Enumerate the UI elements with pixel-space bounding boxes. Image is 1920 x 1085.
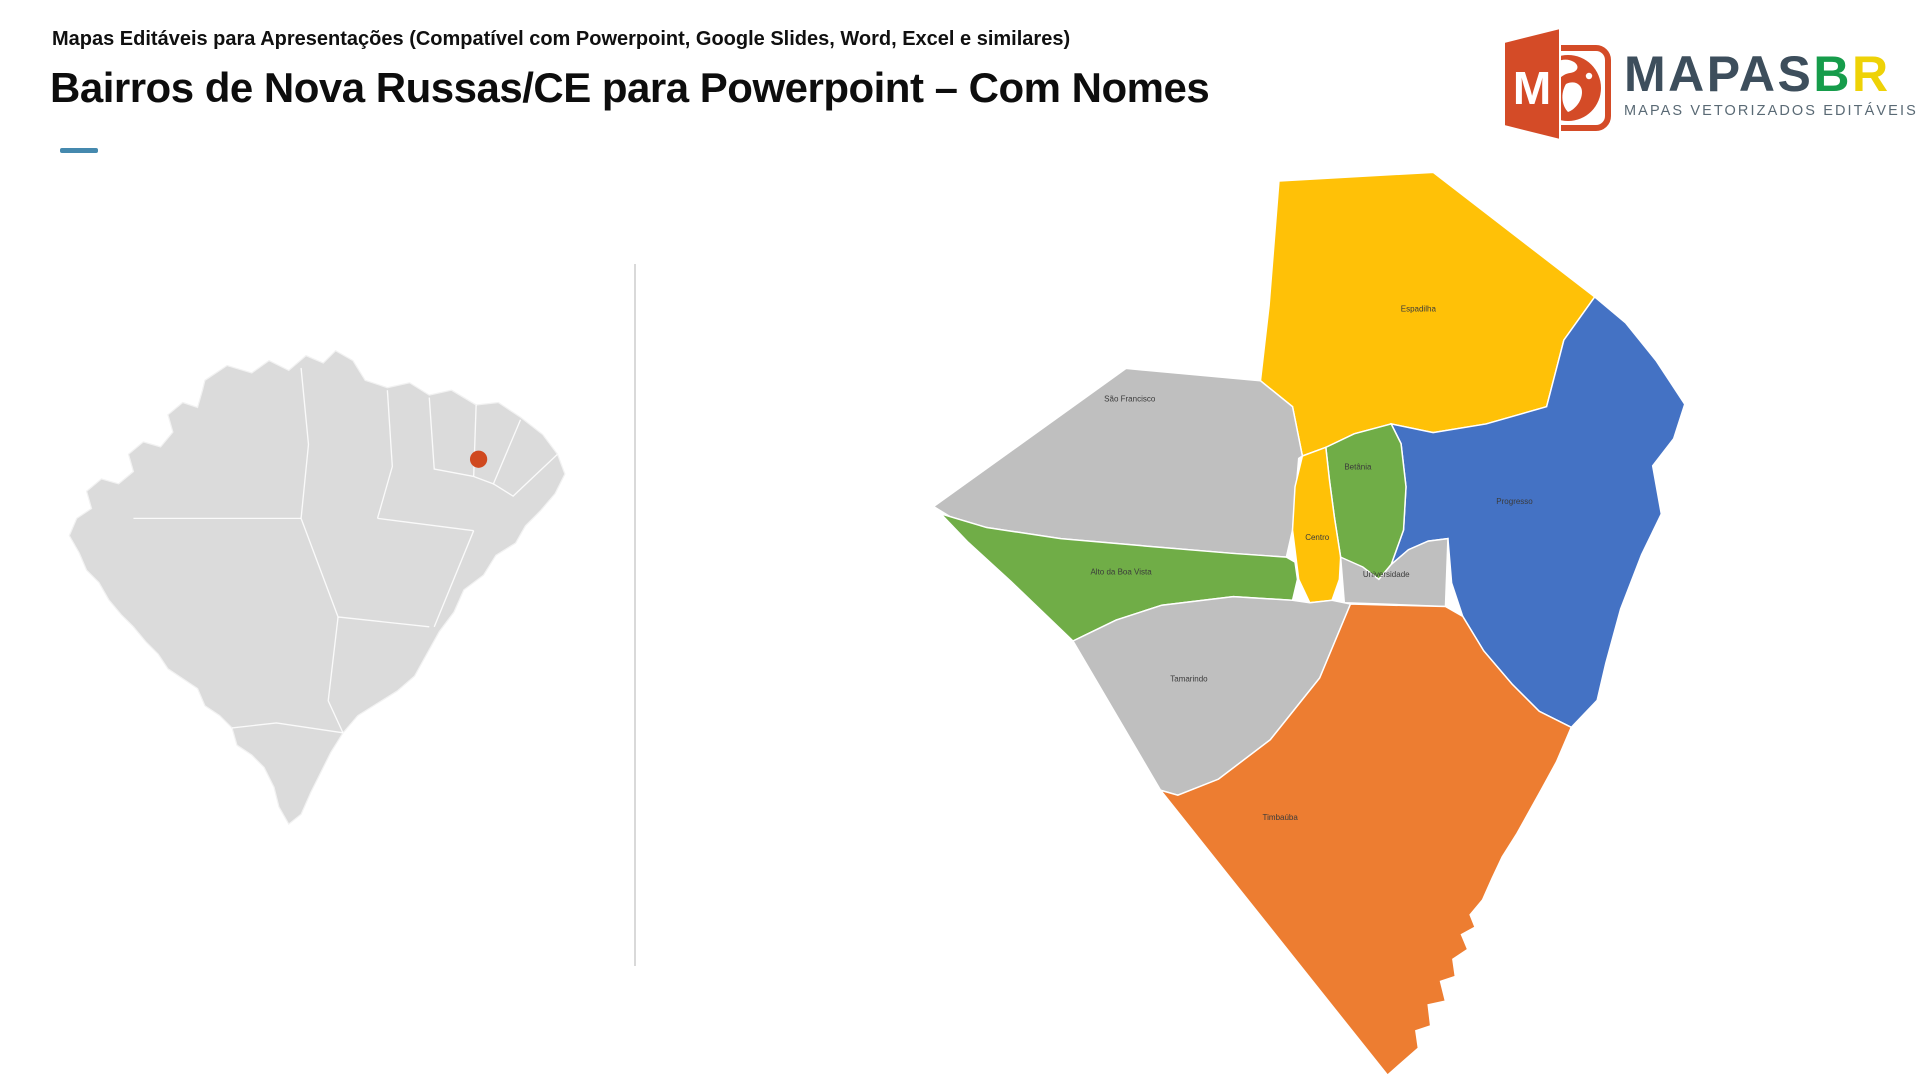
page-title: Bairros de Nova Russas/CE para Powerpoin…	[50, 64, 1210, 111]
vertical-divider	[634, 264, 636, 966]
region-centro	[1291, 446, 1342, 604]
page-tagline: Mapas Editáveis para Apresentações (Comp…	[52, 28, 1071, 50]
map-region-label: Timbaúba	[1263, 813, 1299, 822]
brand-letter-r: R	[1851, 46, 1891, 102]
nova-russas-bairros-map: Espadilha São Francisco Progresso Betâni…	[932, 171, 1686, 1077]
location-marker	[469, 450, 488, 468]
region-alto-da-boa-vista	[938, 512, 1299, 642]
region-labels: Espadilha São Francisco Progresso Betâni…	[1090, 305, 1533, 822]
map-region-label: Betânia	[1344, 463, 1372, 472]
map-region-label: Centro	[1305, 533, 1330, 542]
map-region-label: Progresso	[1496, 497, 1533, 506]
map-region-label: Alto da Boa Vista	[1090, 567, 1152, 576]
map-region-label: Universidade	[1363, 570, 1410, 579]
state-borders	[133, 367, 558, 734]
brand-tagline: MAPAS VETORIZADOS EDITÁVEIS	[1624, 103, 1918, 119]
region-universidade	[1339, 537, 1449, 608]
map-region-label: Espadilha	[1401, 305, 1437, 314]
brand-logo[interactable]: M MAPASBR MAPAS VETORIZADOS EDITÁVEIS	[1502, 24, 1918, 144]
logo-letter: M	[1513, 62, 1551, 114]
map-region-label: São Francisco	[1104, 395, 1156, 404]
logo-flag	[1503, 26, 1561, 142]
mapasbr-logo-icon: M	[1503, 26, 1611, 142]
title-accent-bar	[60, 148, 98, 153]
brazil-silhouette	[68, 349, 566, 826]
brazil-locator-map	[68, 349, 566, 826]
region-timbauba	[1158, 603, 1573, 1077]
brand-letter-b: B	[1813, 46, 1852, 102]
brand-name: MAPASBR	[1624, 49, 1918, 99]
map-region-label: Tamarindo	[1170, 675, 1208, 684]
brand-prefix: MAPAS	[1624, 46, 1814, 102]
